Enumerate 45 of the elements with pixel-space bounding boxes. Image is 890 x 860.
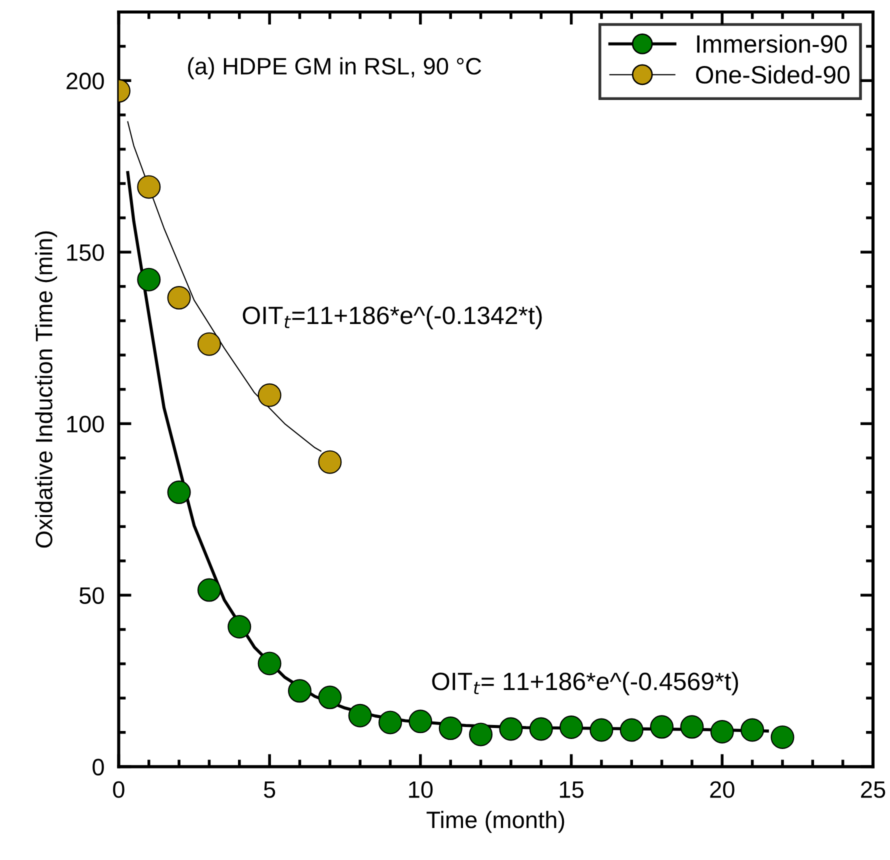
y-axis-title: Oxidative Induction Time (min) [35, 231, 58, 548]
annotation: OIT$_{t}$= 11+186*e^(-0.4569*t) [432, 672, 738, 696]
point [499, 717, 523, 741]
point [529, 717, 553, 741]
point [378, 710, 402, 734]
point [167, 286, 191, 310]
annotation: OIT$_{t}$=11+186*e^(-0.1342*t) [242, 306, 542, 330]
point [590, 718, 614, 742]
point [137, 175, 161, 199]
x-axis-title: Time (month) [426, 810, 564, 833]
point [740, 718, 764, 742]
point [258, 652, 282, 676]
point [680, 715, 704, 739]
point [408, 710, 432, 734]
x-tick-label: 25 [861, 781, 886, 798]
point [620, 718, 644, 742]
point [770, 725, 794, 749]
legend-label: One-Sided-90 [696, 65, 850, 84]
point [650, 715, 674, 739]
x-tick-label: 15 [560, 781, 584, 798]
y-tick-label: 150 [67, 244, 104, 261]
point [288, 679, 312, 703]
y-tick-label: 0 [92, 758, 104, 776]
point [318, 686, 342, 710]
point [228, 614, 252, 638]
point [137, 268, 161, 292]
text: (a) HDPE GM in RSL, 90 °C [188, 57, 482, 80]
point [318, 450, 342, 474]
y-tick-label: 100 [67, 416, 104, 432]
point [438, 716, 462, 740]
y-tick-label: 200 [66, 72, 104, 90]
point [197, 578, 221, 602]
point [469, 722, 493, 746]
x-tick-label: 10 [409, 781, 433, 798]
point [710, 720, 734, 744]
x-tick-label: 0 [113, 781, 124, 798]
legend-label: Immersion-90 [697, 34, 847, 53]
point [348, 704, 372, 728]
point [167, 480, 191, 504]
x-tick-label: 5 [264, 781, 276, 798]
y-tick-label: 50 [79, 587, 104, 604]
point [560, 715, 584, 740]
point [258, 383, 282, 407]
x-tick-label: 20 [710, 781, 734, 798]
point [197, 332, 221, 356]
